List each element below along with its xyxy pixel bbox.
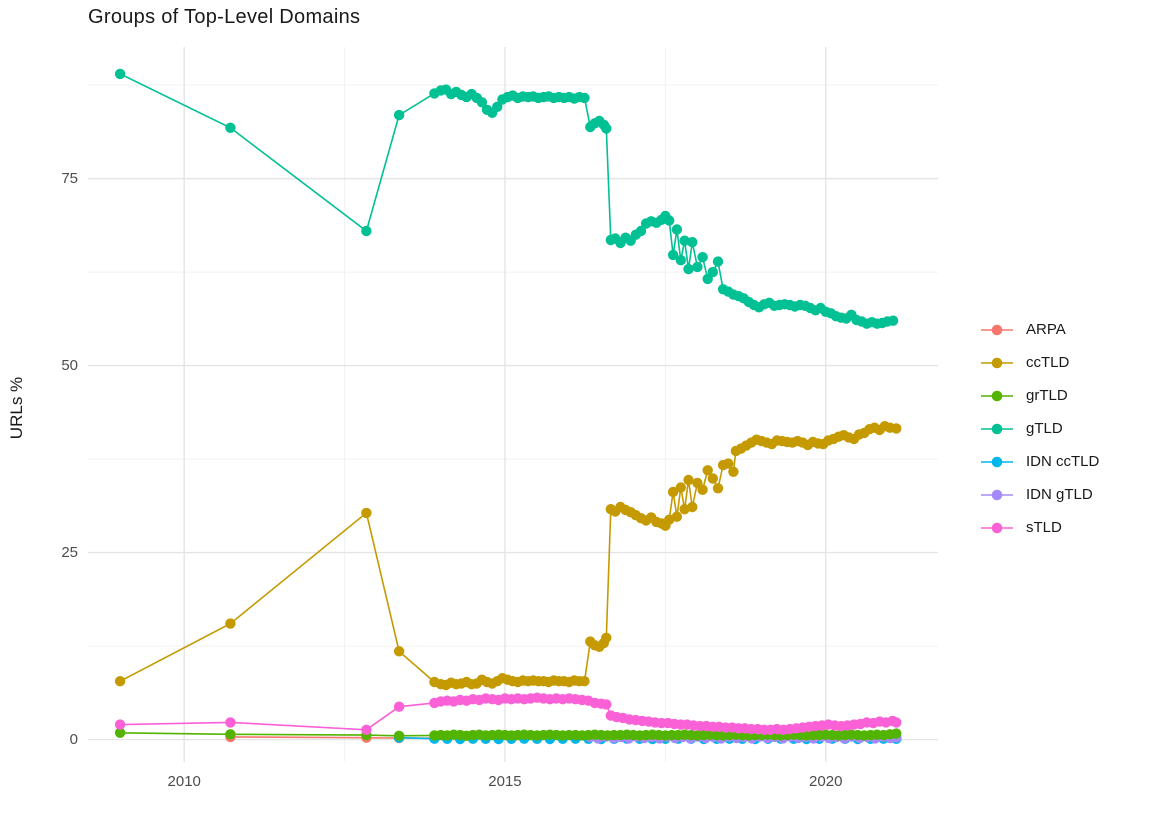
data-point xyxy=(361,724,372,735)
series-gtld xyxy=(114,68,899,329)
data-point xyxy=(393,701,405,712)
data-point xyxy=(225,717,236,728)
legend-key-glyph xyxy=(981,423,1013,434)
data-point xyxy=(697,484,708,495)
data-point xyxy=(225,618,236,629)
legend-item-label: ccTLD xyxy=(1026,354,1070,371)
series-line xyxy=(119,73,894,325)
data-point xyxy=(225,729,236,740)
legend-item-gtld: gTLD xyxy=(981,412,1099,445)
data-point xyxy=(601,123,612,134)
data-point xyxy=(675,482,686,493)
data-point xyxy=(361,507,372,519)
data-point xyxy=(683,263,694,275)
data-point xyxy=(579,676,590,687)
legend-key-glyph xyxy=(981,522,1013,533)
data-point xyxy=(393,730,405,741)
data-point xyxy=(671,224,683,235)
data-point xyxy=(635,225,647,237)
legend-item-label: IDN ccTLD xyxy=(1026,453,1100,470)
data-point xyxy=(687,237,698,248)
data-point xyxy=(579,92,590,104)
data-point xyxy=(664,215,675,226)
series-grtld xyxy=(114,727,902,741)
legend-key-icon xyxy=(981,488,1013,502)
legend-key-icon xyxy=(981,356,1013,370)
data-point xyxy=(393,646,405,657)
legend-key-icon xyxy=(981,422,1013,436)
chart-title: Groups of Top-Level Domains xyxy=(88,6,361,28)
legend-item-arpa: ARPA xyxy=(981,313,1099,346)
data-point xyxy=(114,68,126,80)
legend-key-glyph xyxy=(981,456,1013,467)
x-tick-label: 2020 xyxy=(809,773,843,790)
data-point xyxy=(601,699,612,710)
y-tick-label: 0 xyxy=(69,730,78,748)
legend: ARPA ccTLD grTLD gTLD IDN ccTLD IDN gTLD… xyxy=(981,313,1099,544)
legend-item-idn-gtld: IDN gTLD xyxy=(981,478,1099,511)
data-point xyxy=(667,486,679,498)
legend-key-icon xyxy=(981,323,1013,337)
data-point xyxy=(707,473,718,484)
legend-item-idn-cctld: IDN ccTLD xyxy=(981,445,1099,478)
data-point xyxy=(728,466,739,477)
y-tick-label: 75 xyxy=(61,169,78,187)
data-point xyxy=(707,266,718,278)
legend-key-icon xyxy=(981,521,1013,535)
series-stld xyxy=(114,692,902,735)
data-point xyxy=(361,225,372,237)
data-point xyxy=(225,122,236,133)
data-point xyxy=(723,458,734,469)
data-point xyxy=(114,676,126,687)
y-tick-label: 25 xyxy=(61,543,78,561)
data-point xyxy=(712,483,724,494)
data-point xyxy=(675,255,686,266)
legend-item-stld: sTLD xyxy=(981,511,1099,544)
data-point xyxy=(687,501,698,513)
legend-item-label: grTLD xyxy=(1026,387,1068,404)
legend-item-label: IDN gTLD xyxy=(1026,486,1093,503)
legend-item-grtld: grTLD xyxy=(981,379,1099,412)
data-point xyxy=(702,465,713,476)
data-point xyxy=(679,235,690,246)
x-tick-label: 2010 xyxy=(167,773,201,790)
data-point xyxy=(476,97,488,108)
legend-key-glyph xyxy=(981,357,1013,368)
legend-item-cctld: ccTLD xyxy=(981,346,1099,379)
legend-key-glyph xyxy=(981,489,1013,500)
data-point xyxy=(601,632,612,643)
legend-key-glyph xyxy=(981,324,1013,335)
legend-item-label: sTLD xyxy=(1026,519,1062,536)
data-point xyxy=(891,728,902,739)
x-tick-label: 2015 xyxy=(488,773,522,790)
data-point xyxy=(712,256,724,267)
data-point xyxy=(492,101,503,113)
data-point xyxy=(667,249,679,261)
data-point xyxy=(692,261,703,273)
data-point xyxy=(114,719,126,730)
data-point xyxy=(887,315,899,326)
legend-key-icon xyxy=(981,389,1013,403)
data-point xyxy=(697,252,708,263)
data-point xyxy=(114,727,126,738)
data-point xyxy=(891,423,902,434)
data-point xyxy=(683,474,694,486)
legend-key-glyph xyxy=(981,390,1013,401)
legend-item-label: gTLD xyxy=(1026,420,1063,437)
y-tick-label: 50 xyxy=(61,356,78,374)
series-cctld xyxy=(114,421,902,691)
data-point xyxy=(891,717,902,728)
legend-item-label: ARPA xyxy=(1026,321,1066,338)
legend-key-icon xyxy=(981,455,1013,469)
data-point xyxy=(671,511,683,522)
data-point xyxy=(393,109,405,121)
